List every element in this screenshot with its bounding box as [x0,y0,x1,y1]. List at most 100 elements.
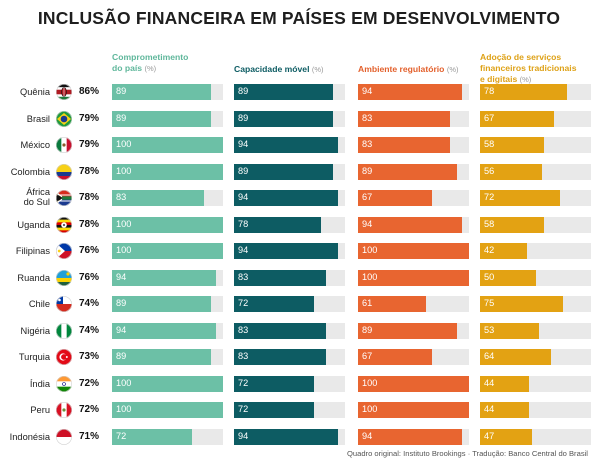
bar-track: 83 [234,322,345,339]
bar: 94 [234,428,339,445]
column-header-3: Ambiente regulatório (%) [358,64,470,75]
bar-value-label: 100 [116,245,132,255]
bar-track: 58 [480,137,591,153]
bar-track: 94 [234,137,345,153]
rwanda-flag-icon [56,269,72,286]
bar-value-label: 67 [484,112,495,123]
bar-value-label: 56 [484,165,495,176]
bar-track: 67 [358,349,469,365]
bar-track: 100 [112,243,223,259]
country-label: México [20,140,50,150]
bar: 67 [358,190,433,206]
bar-track: 100 [112,163,223,180]
bar-value-label: 100 [362,271,378,282]
bar-value-label: 100 [116,377,132,388]
bar: 89 [358,163,457,180]
bar-value-label: 44 [484,377,495,388]
bar-value-label: 89 [238,112,249,123]
bar: 89 [112,84,211,100]
bar-value-label: 89 [362,324,373,335]
bar: 72 [234,402,314,418]
bar: 44 [480,375,529,392]
bar-value-label: 100 [362,404,378,414]
bar-track: 83 [234,269,345,286]
country-label: Uganda [17,219,50,230]
overall-score: 72% [79,404,100,415]
source-footer: Quadro original: Instituto Brookings · T… [346,449,588,458]
bar-value-label: 94 [362,86,373,96]
bar-value-label: 100 [362,245,378,255]
bar-track: 42 [480,243,591,259]
bar-track: 89 [234,84,345,100]
bar-track: 100 [358,269,469,286]
column-header-line: Capacidade móvel [234,64,310,74]
overall-score: 78% [79,192,100,203]
bar-track: 89 [234,110,345,127]
bar-track: 47 [480,428,591,445]
column-header-1: Comprometimento do país (%) [112,52,224,74]
kenya-flag-icon [56,84,72,100]
column-header-line: e digitais [480,74,518,84]
bar-track: 94 [358,428,469,445]
bar: 100 [112,216,223,233]
country-label: Indonésia [9,431,50,442]
column-header-unit: (%) [446,65,459,74]
bar-value-label: 83 [238,271,249,282]
bar-track: 64 [480,349,591,365]
peru-flag-icon [56,402,72,418]
bar-value-label: 78 [484,86,495,96]
bar-track: 94 [112,322,223,339]
bar-value-label: 89 [116,112,127,123]
bar-value-label: 100 [116,165,132,176]
bar-track: 94 [234,243,345,259]
mexico-flag-icon [56,137,72,153]
bar-track: 72 [480,190,591,206]
country-label: África do Sul [0,187,50,207]
bar: 56 [480,163,543,180]
bar: 94 [234,190,339,206]
bar-value-label: 94 [362,430,373,441]
bar: 53 [480,322,539,339]
bar: 58 [480,137,545,153]
bar: 100 [112,402,223,418]
bar-track: 72 [234,296,345,312]
bar: 94 [234,243,339,259]
bar-value-label: 94 [238,139,249,149]
country-label: Turquia [18,352,50,362]
bar: 83 [358,137,451,153]
bar-value-label: 58 [484,218,495,229]
bar-track: 83 [358,110,469,127]
overall-score: 73% [79,351,100,362]
bar-track: 94 [358,216,469,233]
bar-track: 100 [358,375,469,392]
bar-track: 100 [112,375,223,392]
bar-value-label: 75 [484,298,495,308]
overall-score: 76% [79,271,100,283]
overall-score: 86% [79,86,100,97]
column-header-unit: (%) [519,75,532,84]
bar-value-label: 89 [238,86,249,96]
column-header-line: Ambiente regulatório [358,64,445,74]
column-header-2: Capacidade móvel (%) [234,64,346,75]
bar: 100 [112,243,223,259]
country-label: Colombia [10,166,50,177]
country-label: Quênia [20,87,50,97]
bar: 100 [358,243,469,259]
bar: 47 [480,428,533,445]
bar: 83 [234,269,327,286]
country-label: Índia [29,378,50,389]
country-label: Chile [28,299,50,309]
bar: 67 [358,349,433,365]
bar: 100 [358,402,469,418]
bar-value-label: 89 [116,298,127,308]
column-header-unit: (%) [144,64,157,73]
bar-track: 72 [234,402,345,418]
bar: 89 [234,110,333,127]
bar-value-label: 72 [116,430,127,441]
bar-track: 44 [480,375,591,392]
india-flag-icon [56,375,72,392]
bar: 75 [480,296,564,312]
bar: 83 [234,349,327,365]
overall-score: 79% [79,112,100,124]
bar: 89 [112,349,211,365]
